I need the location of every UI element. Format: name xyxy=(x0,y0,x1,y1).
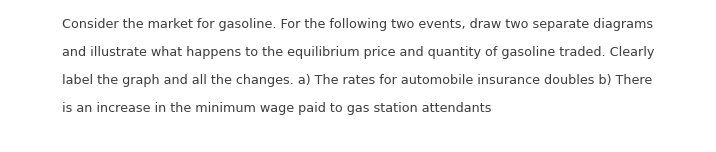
Text: is an increase in the minimum wage paid to gas station attendants: is an increase in the minimum wage paid … xyxy=(62,102,491,115)
Text: Consider the market for gasoline. For the following two events, draw two separat: Consider the market for gasoline. For th… xyxy=(62,18,653,31)
Text: and illustrate what happens to the equilibrium price and quantity of gasoline tr: and illustrate what happens to the equil… xyxy=(62,46,654,59)
Text: label the graph and all the changes. a) The rates for automobile insurance doubl: label the graph and all the changes. a) … xyxy=(62,74,652,87)
